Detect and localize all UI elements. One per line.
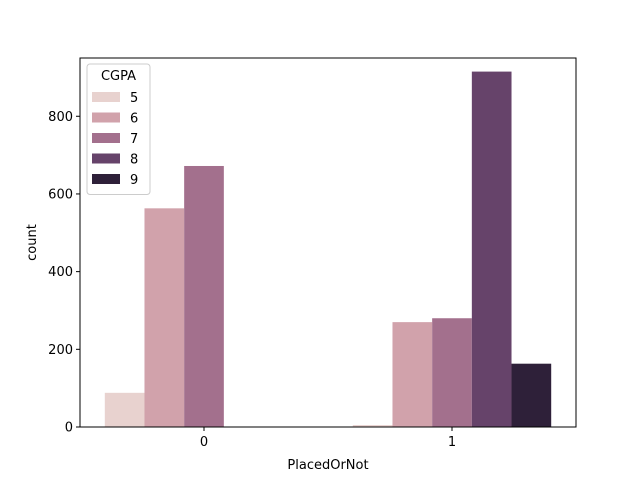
legend-title: CGPA: [101, 69, 136, 84]
bar-cgpa-9-placed-1: [511, 363, 552, 427]
bar-cgpa-8-placed-1: [471, 71, 512, 427]
axes-layer: 0 200 400 600 800 0 1 PlacedOrNot count: [25, 57, 577, 473]
y-tick-label: 200: [48, 343, 73, 358]
bar-cgpa-6-placed-0: [144, 208, 185, 427]
y-tick-label: 400: [48, 265, 73, 280]
legend-swatch-8: [92, 153, 120, 164]
legend-swatch-9: [92, 174, 120, 184]
bar-cgpa-7-placed-1: [432, 318, 472, 427]
bars-layer: [104, 71, 552, 428]
legend-swatch-6: [92, 112, 120, 123]
y-tick-label: 0: [65, 421, 73, 436]
x-tick-label: 1: [448, 435, 456, 450]
bar-cgpa-7-placed-0: [184, 165, 224, 428]
y-tick-label: 800: [48, 110, 73, 125]
y-axis-label: count: [25, 224, 40, 261]
x-axis-label: PlacedOrNot: [287, 458, 368, 473]
bar-cgpa-5-placed-0: [104, 392, 145, 427]
legend-label-6: 6: [130, 112, 138, 127]
legend-label-8: 8: [130, 153, 138, 168]
legend-label-5: 5: [130, 91, 138, 106]
legend: CGPA 5 6 7 8 9: [86, 63, 151, 195]
bar-cgpa-5-placed-1: [352, 425, 393, 427]
legend-swatch-7: [92, 133, 120, 143]
bar-cgpa-6-placed-1: [392, 322, 433, 427]
legend-label-7: 7: [130, 132, 138, 147]
legend-label-9: 9: [130, 173, 138, 188]
legend-swatch-5: [92, 92, 120, 102]
y-tick-label: 600: [48, 187, 73, 202]
plot-frame: [79, 57, 577, 428]
x-tick-label: 0: [200, 435, 208, 450]
